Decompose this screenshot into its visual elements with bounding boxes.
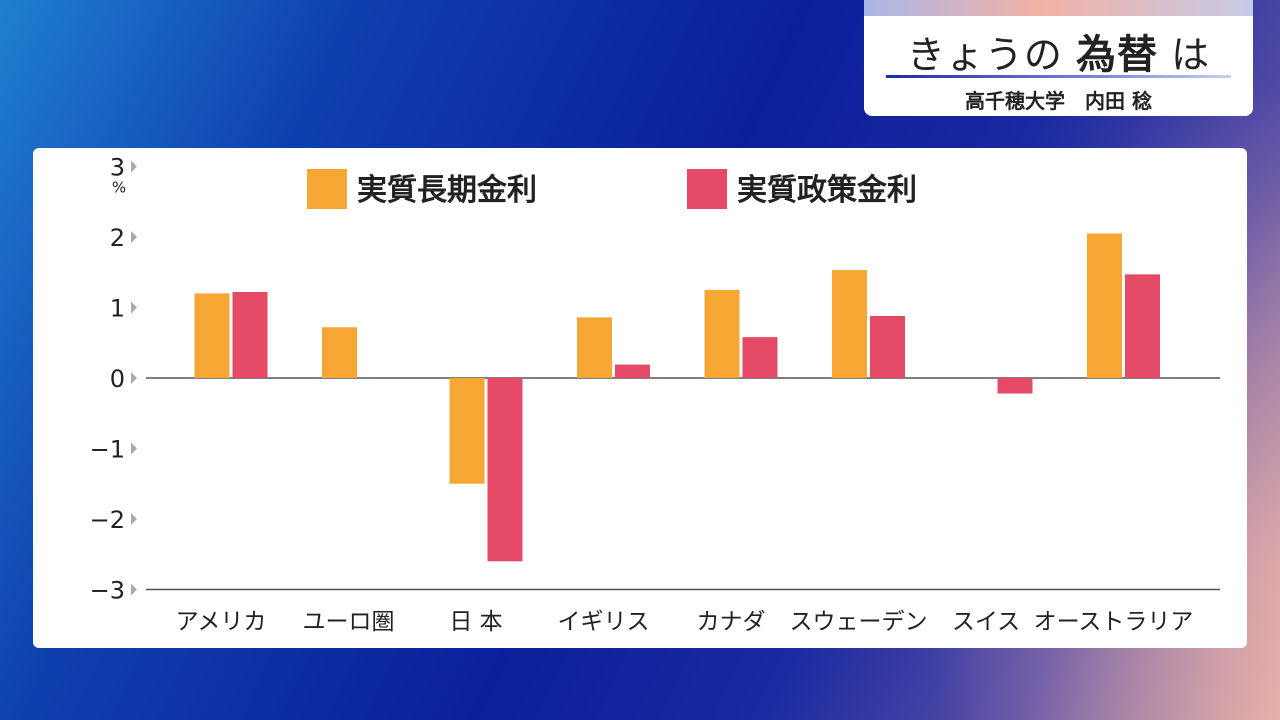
legend-swatch [687,169,727,209]
y-tick-label: −2 [90,506,125,534]
y-tick-marker [131,583,137,596]
bar-policy [870,315,905,378]
bar-long-term [704,289,740,378]
y-tick-label: 3 [110,154,125,182]
y-tick-marker [131,442,137,455]
x-category-label: アメリカ [176,609,267,635]
x-category-label: ユーロ圏 [303,609,395,635]
y-tick-marker [131,301,137,314]
bar-long-term [1087,233,1122,378]
bar-policy [1125,274,1160,378]
bar-long-term [194,293,230,378]
y-tick-marker [131,513,137,525]
bar-long-term [577,317,612,378]
bar-policy [487,378,523,562]
bar-policy [997,378,1033,394]
y-tick-label: 1 [110,295,125,323]
legend-swatch [307,169,347,209]
bar-long-term [449,378,485,484]
title-prefix: きょうの [906,33,1063,77]
speaker-name: 高千穂大学 内田 稔 [965,89,1152,113]
x-category-label: オーストラリア [1034,609,1194,635]
title-strong: 為替 [1076,32,1158,78]
y-tick-label: −3 [90,577,125,605]
title-rule [886,75,1231,78]
title-suffix: は [1171,33,1211,77]
y-tick-marker [131,372,137,384]
y-tick-label: −1 [90,436,125,464]
x-category-label: スウェーデン [790,609,928,635]
program-title: きょうの 為替 は [864,22,1253,80]
legend-label: 実質政策金利 [737,173,917,208]
chart-card: 3 2 1 0 −1 −2 −3% アメリカ ユーロ圏 日 本 イギリス カナダ スウェーデン スイス オー… [33,148,1247,648]
y-tick-marker [131,231,137,243]
bar-policy [615,364,650,378]
x-category-label: イギリス [558,609,650,635]
title-topbar [864,0,1253,16]
y-tick-marker [131,160,137,173]
x-category-label: 日 本 [449,609,502,635]
x-category-label: スイス [952,609,1020,635]
bar-policy [232,291,268,378]
x-category-label: カナダ [697,609,766,635]
y-tick-label: 2 [110,224,125,252]
legend-label: 実質長期金利 [357,173,537,208]
bar-policy [742,337,778,378]
y-unit-label: % [112,179,126,197]
bar-long-term [832,270,867,378]
bar-long-term [322,327,357,378]
bar-chart: 3 2 1 0 −1 −2 −3% アメリカ ユーロ圏 日 本 イギリス カナダ スウェーデン スイス オー… [90,154,1220,635]
y-tick-label: 0 [110,365,125,393]
title-panel: きょうの 為替 は 高千穂大学 内田 稔 [864,0,1253,116]
